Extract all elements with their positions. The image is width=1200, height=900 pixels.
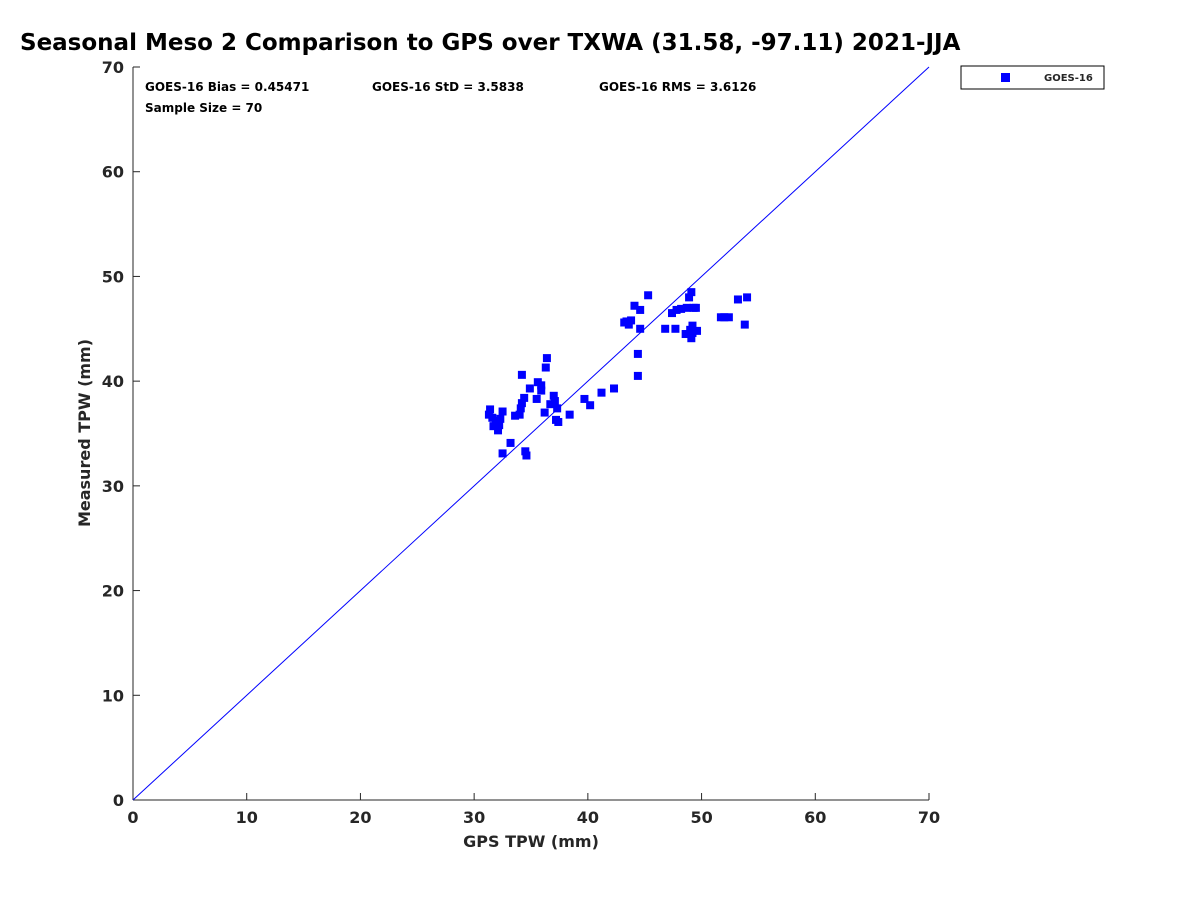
data-point — [496, 414, 505, 423]
x-tick-label: 20 — [349, 808, 371, 827]
bias-stat: GOES-16 Bias = 0.45471 — [145, 80, 309, 94]
y-tick-label: 40 — [102, 372, 124, 391]
data-point — [677, 304, 686, 313]
data-point — [540, 408, 549, 417]
y-tick-label: 10 — [102, 686, 124, 705]
data-point — [517, 370, 526, 379]
data-point — [522, 451, 531, 460]
data-point — [542, 354, 551, 363]
data-point — [633, 371, 642, 380]
data-point — [550, 397, 559, 406]
legend: GOES-16 — [960, 65, 1105, 90]
data-point — [661, 324, 670, 333]
data-point — [687, 334, 696, 343]
data-point — [693, 326, 702, 335]
data-point — [740, 320, 749, 329]
y-tick-label: 60 — [102, 163, 124, 182]
data-point — [498, 407, 507, 416]
data-point — [554, 417, 563, 426]
x-tick-label: 60 — [804, 808, 826, 827]
data-point — [636, 324, 645, 333]
data-point — [622, 317, 631, 326]
legend-box — [960, 65, 1105, 90]
data-point — [546, 400, 555, 409]
data-point — [668, 309, 677, 318]
data-point — [525, 384, 534, 393]
data-point — [553, 404, 562, 413]
data-point — [743, 293, 752, 302]
legend-marker — [1001, 73, 1010, 82]
chart-title: Seasonal Meso 2 Comparison to GPS over T… — [20, 30, 961, 56]
data-point — [495, 421, 504, 430]
data-point — [633, 349, 642, 358]
data-point — [537, 381, 546, 390]
data-point — [491, 416, 500, 425]
x-tick-label: 40 — [577, 808, 599, 827]
data-point — [517, 399, 526, 408]
data-point — [724, 313, 733, 322]
sample-size-stat: Sample Size = 70 — [145, 101, 262, 115]
data-point — [644, 291, 653, 300]
data-point — [498, 449, 507, 458]
data-point — [671, 324, 680, 333]
data-point — [521, 447, 530, 456]
data-point — [672, 305, 681, 314]
data-point — [691, 303, 700, 312]
data-point — [541, 363, 550, 372]
data-point — [682, 303, 691, 312]
x-tick-label: 30 — [463, 808, 485, 827]
data-point — [720, 313, 729, 322]
data-point — [610, 384, 619, 393]
legend-label: GOES-16 — [1044, 73, 1093, 84]
y-axis-label: Measured TPW (mm) — [75, 339, 94, 527]
data-point — [494, 426, 503, 435]
data-point — [687, 288, 696, 297]
data-point — [516, 404, 525, 413]
x-tick-label: 70 — [918, 808, 940, 827]
y-tick-label: 20 — [102, 582, 124, 601]
data-point — [580, 394, 589, 403]
data-point — [681, 330, 690, 339]
data-point — [636, 305, 645, 314]
one-to-one-line — [132, 66, 930, 801]
data-point — [506, 438, 515, 447]
data-point — [733, 295, 742, 304]
data-point — [688, 321, 697, 330]
data-point — [532, 394, 541, 403]
data-point — [597, 388, 606, 397]
plot-area — [132, 66, 930, 801]
data-point — [549, 391, 558, 400]
data-point — [627, 316, 636, 325]
y-tick-label: 0 — [113, 791, 124, 810]
rms-stat: GOES-16 RMS = 3.6126 — [599, 80, 756, 94]
data-point — [686, 325, 695, 334]
x-tick-label: 10 — [236, 808, 258, 827]
data-point — [511, 411, 520, 420]
data-point — [537, 386, 546, 395]
x-tick-label: 0 — [127, 808, 138, 827]
data-point — [486, 405, 495, 414]
axes: 0 10 20 30 40 50 60 70 0 10 20 30 40 50 60 70 — [102, 58, 940, 827]
x-axis-label: GPS TPW (mm) — [463, 832, 599, 851]
data-point — [565, 410, 574, 419]
std-stat: GOES-16 StD = 3.5838 — [372, 80, 524, 94]
x-tick-label: 50 — [690, 808, 712, 827]
y-tick-label: 70 — [102, 58, 124, 77]
data-point — [520, 393, 529, 402]
data-point — [515, 410, 524, 419]
data-point — [489, 422, 498, 431]
data-point — [586, 401, 595, 410]
y-tick-label: 30 — [102, 477, 124, 496]
y-tick-label: 50 — [102, 267, 124, 286]
data-point — [685, 293, 694, 302]
data-point — [630, 301, 639, 310]
